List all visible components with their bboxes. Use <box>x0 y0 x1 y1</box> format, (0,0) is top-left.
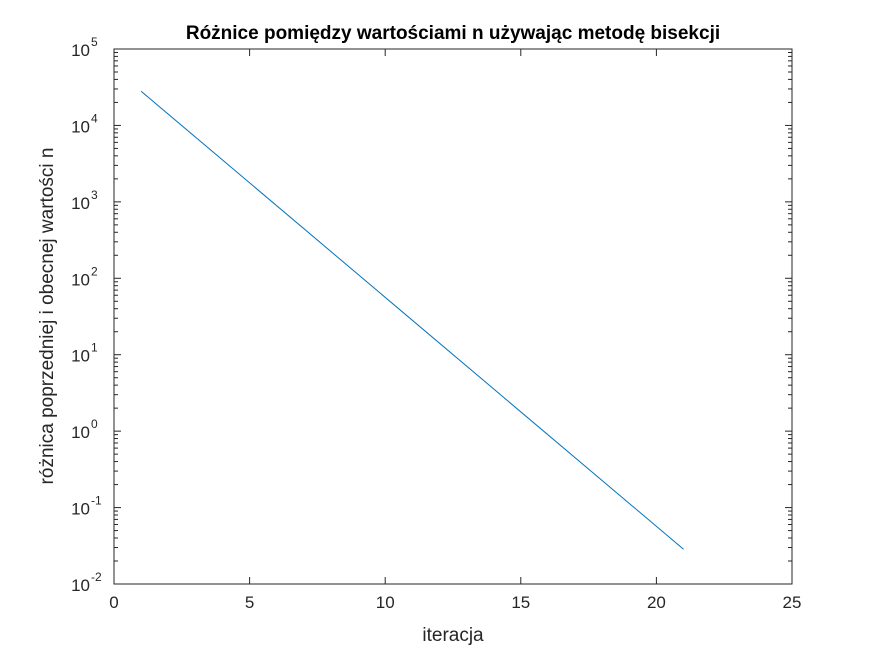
x-tick-label: 10 <box>376 593 395 612</box>
y-axis-label: różnica poprzedniej i obecnej wartości n <box>37 148 58 485</box>
axes-frame <box>113 48 793 585</box>
y-tick-label: 10 <box>71 500 90 519</box>
y-tick-label: 10 <box>71 194 90 213</box>
y-tick-label: 10 <box>71 423 90 442</box>
y-tick-label: 10 <box>71 270 90 289</box>
y-tick-exponent: -1 <box>91 494 102 508</box>
y-tick-label: 10 <box>71 41 90 60</box>
chart-title: Różnice pomiędzy wartościami n używając … <box>186 23 720 44</box>
y-tick-exponent: 1 <box>91 341 98 355</box>
y-tick-exponent: 2 <box>91 264 98 278</box>
y-tick-label: 10 <box>71 576 90 595</box>
x-tick-label: 25 <box>783 593 802 612</box>
x-tick-label: 15 <box>511 593 530 612</box>
x-tick-label: 5 <box>245 593 254 612</box>
y-tick-exponent: 0 <box>91 417 98 431</box>
series-layer <box>140 90 684 550</box>
x-ticks: 0 5 10 15 20 25 <box>109 49 801 612</box>
y-tick-exponent: 3 <box>91 188 98 202</box>
y-tick-label: 10 <box>71 117 90 136</box>
y-tick-exponent: 4 <box>91 111 98 125</box>
x-tick-label: 0 <box>109 593 118 612</box>
x-axis-label: iteracja <box>422 625 484 646</box>
y-tick-exponent: -2 <box>91 570 102 584</box>
axes-background <box>114 49 792 584</box>
series-line-0 <box>140 90 684 550</box>
x-tick-label: 20 <box>647 593 666 612</box>
y-tick-label: 10 <box>71 347 90 366</box>
y-tick-exponent: 5 <box>91 35 98 49</box>
